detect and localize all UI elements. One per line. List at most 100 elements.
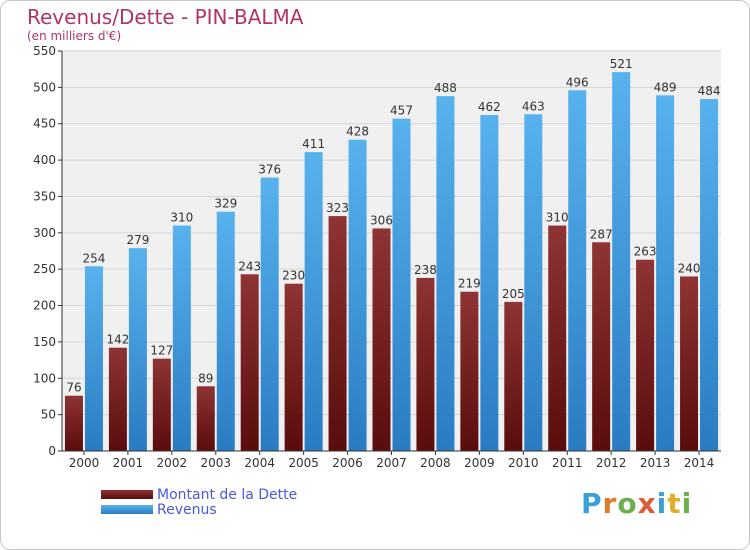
y-tick-label: 350: [33, 189, 56, 203]
bar-debt: [372, 228, 391, 451]
data-label-debt: 230: [282, 269, 305, 283]
x-tick-label: 2012: [596, 456, 627, 470]
bars: [64, 72, 719, 452]
data-label-revenue: 457: [390, 104, 413, 118]
legend-label-debt: Montant de la Dette: [157, 486, 298, 503]
bar-debt: [636, 259, 655, 451]
axes: 0 50 100 150 200 250 300 350 400 450 500 550 2000 200…: [33, 44, 721, 470]
bar-revenue: [216, 211, 235, 451]
bar-revenue: [84, 266, 103, 451]
legend-item-debt: Montant de la Dette: [101, 486, 298, 503]
x-tick-label: 2000: [69, 456, 100, 470]
bar-debt: [240, 274, 259, 451]
bar-revenue: [260, 177, 279, 451]
data-label-debt: 263: [634, 245, 657, 259]
bar-revenue: [128, 248, 147, 451]
bar-debt: [416, 277, 435, 451]
logo-letter: r: [602, 487, 618, 520]
x-tick-label: 2001: [113, 456, 144, 470]
data-label-debt: 306: [370, 213, 393, 227]
gridlines: [62, 50, 721, 452]
x-tick-label: 2011: [552, 456, 583, 470]
bar-debt: [328, 216, 347, 451]
logo-letter: P: [581, 487, 603, 520]
data-label-debt: 219: [458, 277, 481, 291]
bar-revenue: [612, 72, 631, 451]
bar-revenue: [524, 114, 543, 451]
bar-debt: [460, 291, 479, 451]
legend: Montant de la Dette Revenus: [101, 486, 298, 518]
x-tick-label: 2008: [420, 456, 451, 470]
bar-revenue: [392, 118, 411, 452]
x-tick-label: 2007: [376, 456, 407, 470]
x-tick-label: 2003: [200, 456, 231, 470]
data-label-revenue: 463: [522, 99, 545, 113]
data-label-debt: 142: [106, 333, 129, 347]
bar-debt: [504, 301, 523, 451]
x-tick-label: 2009: [464, 456, 495, 470]
y-tick-label: 400: [33, 153, 56, 167]
x-tick-label: 2013: [640, 456, 671, 470]
legend-swatch-debt: [101, 490, 153, 499]
logo-letter: i: [656, 487, 668, 520]
logo-letter: x: [637, 487, 657, 520]
data-label-revenue: 310: [170, 211, 193, 225]
data-label-revenue: 489: [654, 80, 677, 94]
data-label-debt: 240: [678, 261, 701, 275]
bar-debt: [108, 347, 127, 451]
x-tick-label: 2014: [684, 456, 715, 470]
chart-title: Revenus/Dette - PIN-BALMA: [27, 5, 304, 29]
y-tick-label: 50: [41, 408, 56, 422]
data-label-revenue: 488: [434, 81, 457, 95]
legend-item-revenue: Revenus: [101, 501, 297, 518]
data-label-debt: 238: [414, 263, 437, 277]
bar-debt: [548, 225, 567, 451]
bar-debt: [284, 283, 303, 451]
y-tick-label: 200: [33, 299, 56, 313]
legend-label-revenue: Revenus: [157, 501, 217, 518]
chart-subtitle: (en milliers d'€): [27, 29, 122, 43]
data-label-debt: 323: [326, 201, 349, 215]
y-tick-label: 300: [33, 226, 56, 240]
data-label-revenue: 484: [698, 84, 721, 98]
legend-swatch-revenue: [101, 505, 153, 514]
plot-background: [62, 51, 721, 451]
bar-revenue: [436, 96, 455, 451]
bar-revenue: [700, 99, 719, 451]
y-tick-label: 450: [33, 117, 56, 131]
data-label-debt: 205: [502, 287, 525, 301]
data-label-revenue: 411: [302, 137, 325, 151]
data-label-revenue: 462: [478, 100, 501, 114]
data-label-debt: 310: [546, 211, 569, 225]
logo-letter: i: [681, 487, 693, 520]
data-label-debt: 127: [150, 344, 173, 358]
bar-debt: [680, 276, 699, 451]
bar-revenue: [304, 152, 323, 451]
x-tick-label: 2006: [332, 456, 363, 470]
x-tick-label: 2004: [244, 456, 275, 470]
data-label-revenue: 376: [258, 163, 281, 177]
y-tick-label: 250: [33, 262, 56, 276]
bar-revenue: [348, 139, 367, 451]
data-label-debt: 89: [198, 371, 213, 385]
data-label-revenue: 254: [83, 251, 106, 265]
bar-debt: [592, 242, 611, 451]
y-tick-label: 500: [33, 80, 56, 94]
x-tick-label: 2005: [288, 456, 319, 470]
bar-debt: [64, 395, 83, 451]
proxiti-logo: Proxiti: [581, 487, 692, 520]
data-label-revenue: 428: [346, 125, 369, 139]
bar-debt: [152, 358, 171, 451]
data-label-revenue: 329: [214, 197, 237, 211]
y-tick-label: 0: [48, 444, 56, 458]
plot-area: [62, 51, 721, 451]
data-label-debt: 76: [66, 381, 81, 395]
y-tick-label: 550: [33, 44, 56, 58]
x-tick-label: 2002: [157, 456, 188, 470]
bar-revenue: [480, 115, 499, 451]
logo-letter: t: [667, 487, 682, 520]
data-label-revenue: 279: [126, 233, 149, 247]
y-tick-label: 100: [33, 371, 56, 385]
x-tick-label: 2010: [508, 456, 539, 470]
